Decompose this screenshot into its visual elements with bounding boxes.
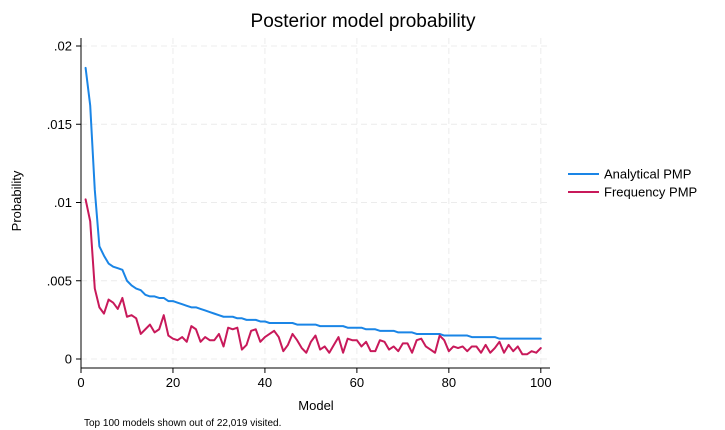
- chart-title: Posterior model probability: [251, 11, 476, 32]
- y-tick-label: .01: [54, 195, 72, 210]
- x-tick-label: 20: [166, 375, 180, 390]
- x-tick-label: 0: [77, 375, 84, 390]
- legend-label: Frequency PMP: [604, 185, 697, 200]
- axes: 0 20 40 60 80 100 0 .005 .01 .015 .02: [47, 38, 552, 390]
- x-axis-label: Model: [298, 398, 334, 413]
- legend-label: Analytical PMP: [604, 167, 691, 182]
- series-line-analytical-pmp: [84, 66, 542, 340]
- series-group: [84, 66, 542, 356]
- y-tick-label: .015: [47, 117, 72, 132]
- chart-note: Top 100 models shown out of 22,019 visit…: [84, 418, 281, 429]
- grid: [80, 38, 550, 368]
- y-tick-label: .005: [47, 273, 72, 288]
- x-tick-label: 100: [530, 375, 552, 390]
- series-line-frequency-pmp: [84, 198, 542, 356]
- y-tick-label: .02: [54, 39, 72, 54]
- x-tick-label: 80: [442, 375, 456, 390]
- y-tick-label: 0: [65, 352, 72, 367]
- legend: Analytical PMP Frequency PMP: [568, 167, 697, 200]
- x-tick-label: 40: [258, 375, 272, 390]
- x-tick-label: 60: [350, 375, 364, 390]
- y-axis-label: Probability: [9, 170, 24, 231]
